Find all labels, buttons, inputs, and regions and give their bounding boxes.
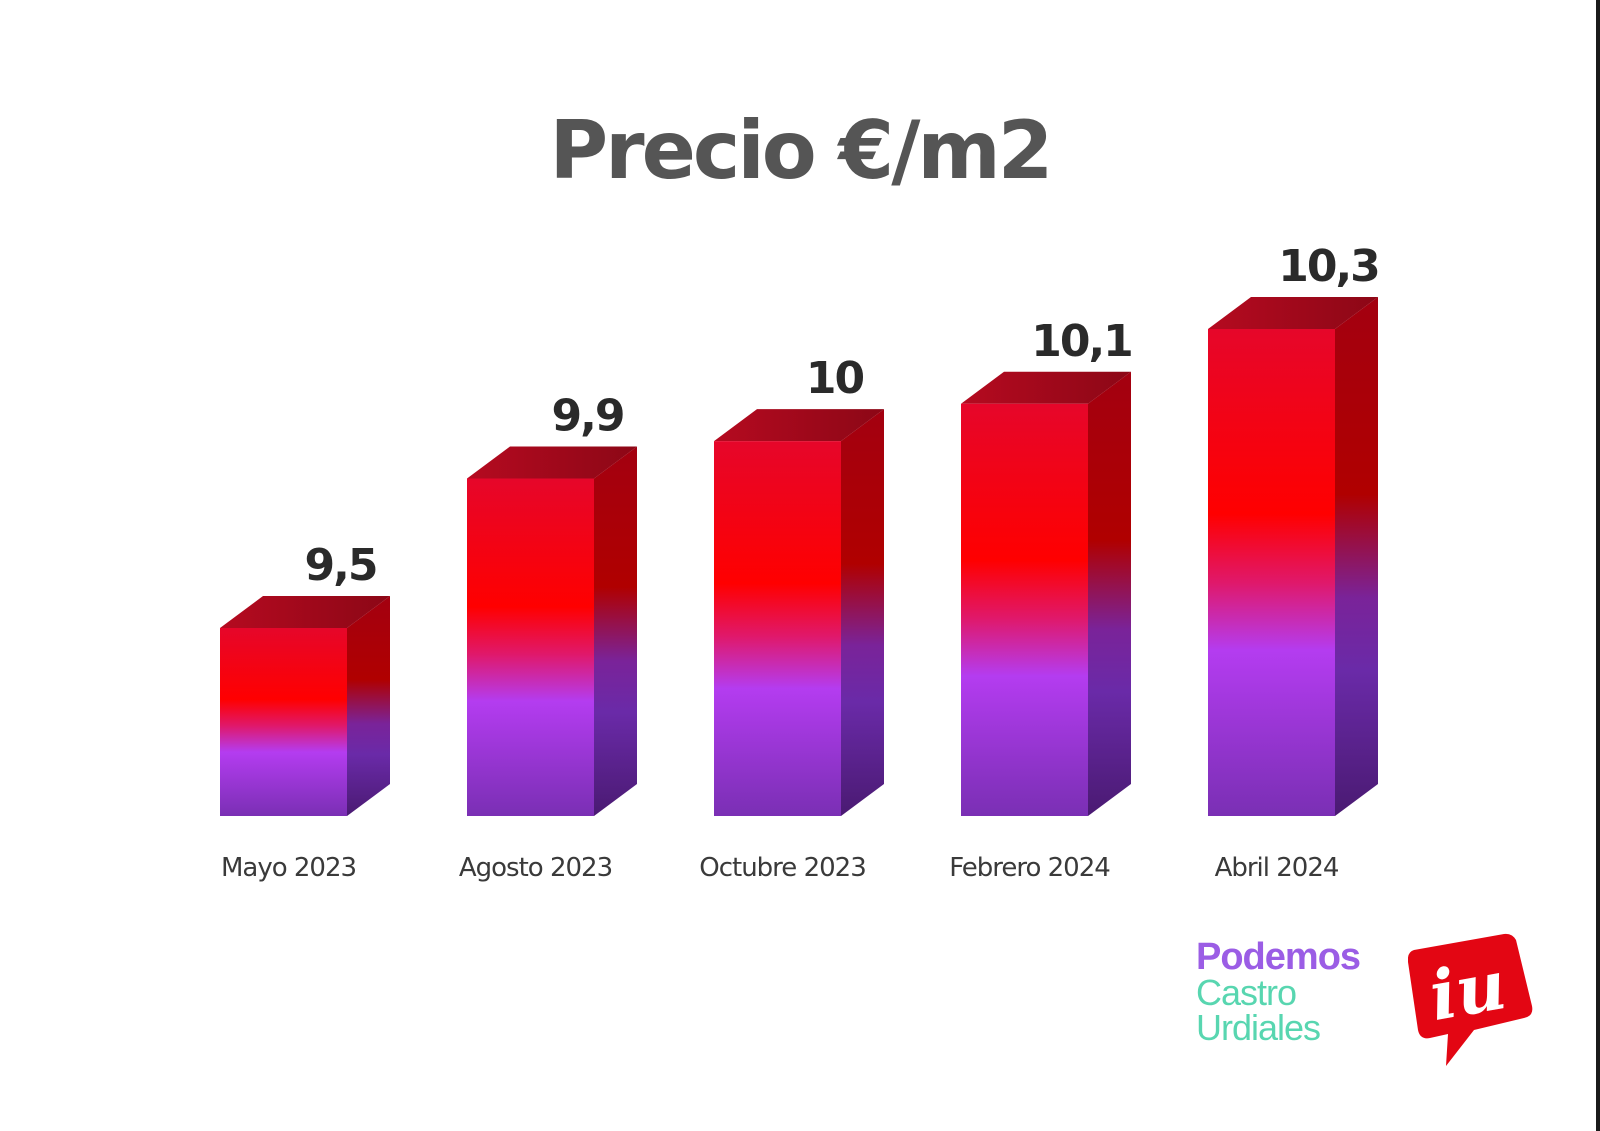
podemos-castro-urdiales-logo: Podemos Castro Urdiales	[1196, 936, 1361, 1048]
bar-4: 10,1 Febrero 2024	[949, 316, 1134, 883]
bar-top-face	[714, 409, 884, 442]
category-label: Agosto 2023	[459, 853, 612, 883]
bar-front-face	[467, 478, 594, 816]
bar-front-face	[1208, 329, 1335, 816]
bar-side-face	[1088, 371, 1131, 816]
category-label: Abril 2024	[1215, 853, 1339, 883]
bar-value-label: 9,9	[552, 391, 624, 442]
logo-line-urdiales: Urdiales	[1196, 1007, 1321, 1048]
bar-top-face	[220, 596, 390, 628]
bar-side-face	[1335, 297, 1378, 816]
logo-line-castro: Castro	[1196, 972, 1297, 1013]
iu-logo: iu	[1408, 933, 1533, 1066]
bar-value-label: 9,5	[305, 540, 377, 591]
bar-side-face	[841, 409, 884, 816]
bar-top-face	[1208, 297, 1378, 329]
bar-front-face	[714, 441, 841, 816]
iu-logo-badge	[1408, 933, 1533, 1066]
category-label: Mayo 2023	[221, 853, 356, 883]
bar-side-face	[594, 446, 637, 816]
bar-2: 9,9 Agosto 2023	[459, 391, 637, 883]
right-edge-border	[1596, 0, 1600, 1131]
iu-logo-text: iu	[1424, 945, 1512, 1037]
bar-value-label: 10,3	[1278, 241, 1379, 292]
bar-3: 10 Octubre 2023	[699, 353, 884, 883]
bar-1: 9,5 Mayo 2023	[220, 540, 390, 883]
bar-5: 10,3 Abril 2024	[1208, 241, 1381, 883]
bar-front-face	[961, 403, 1088, 816]
bar-top-face	[961, 371, 1131, 404]
category-label: Febrero 2024	[949, 853, 1110, 883]
logo-line-podemos: Podemos	[1196, 936, 1361, 978]
bar-value-label: 10,1	[1031, 316, 1132, 367]
bar-side-face	[347, 596, 390, 816]
bar-top-face	[467, 446, 637, 479]
chart-title: Precio €/m2	[549, 104, 1054, 197]
bar-value-label: 10	[806, 353, 864, 404]
bar-front-face	[220, 628, 347, 816]
category-label: Octubre 2023	[699, 853, 865, 883]
